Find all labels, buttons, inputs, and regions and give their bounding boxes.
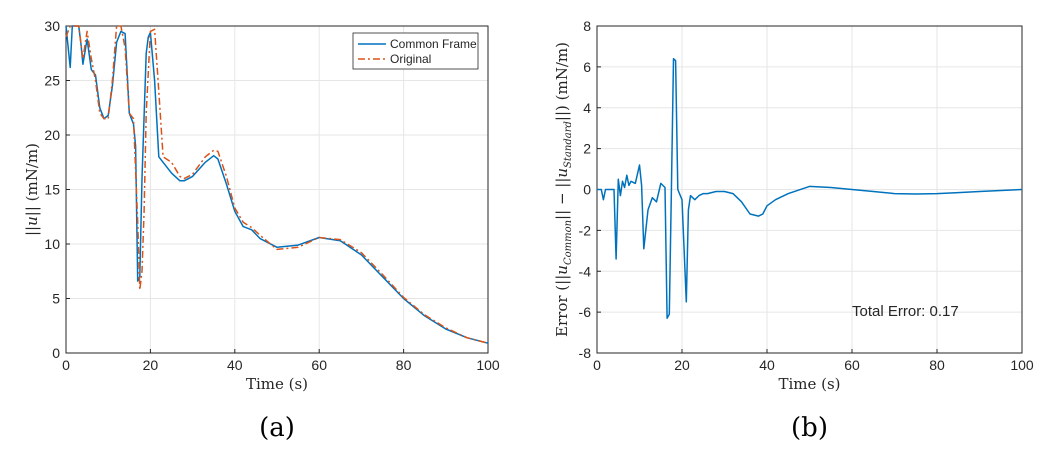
charta-y-tick-label: 10 [44, 236, 60, 252]
chartb-y-axis-label: Error (||uCommon|| − ||uStandard||) (mN/… [553, 42, 574, 337]
charta-legend-label: Common Frame [390, 37, 477, 51]
charta-panel-label: (a) [259, 413, 295, 443]
chartb-x-tick-label: 40 [759, 357, 775, 373]
charta-y-tick-label: 20 [44, 127, 60, 143]
chartb-y-tick-label: 2 [583, 141, 591, 157]
chartb-x-tick-label: 80 [929, 357, 945, 373]
chartb-y-tick-label: -2 [579, 222, 592, 238]
chartb-y-tick-label: -8 [579, 345, 592, 361]
chartb-x-tick-label: 100 [1010, 357, 1034, 373]
chartb-y-tick-label: 4 [583, 100, 591, 116]
chartb-panel-label: (b) [791, 413, 828, 443]
chartb-y-tick-label: 8 [583, 18, 591, 34]
chart-a: 0 20 40 60 80 100 0 5 10 15 20 25 30 Time (s) (a) ||u||… [23, 18, 500, 443]
chartb-y-tick-label: 0 [583, 182, 591, 198]
chartb-y-tick-label: -4 [579, 263, 592, 279]
chartb-series-line-0 [597, 57, 1023, 320]
chartb-annotation-total-error: Total Error: 0.17 [852, 303, 959, 320]
charta-x-tick-label: 60 [311, 357, 327, 373]
charta-series-line-original [65, 25, 489, 344]
chartb-y-tick-label: 6 [583, 59, 591, 75]
charta-legend-box [352, 32, 479, 70]
chartb-x-tick-label: 0 [593, 357, 601, 373]
charta-x-tick-label: 0 [62, 357, 70, 373]
charta-legend-label: Original [390, 52, 431, 66]
charta-x-axis-label: Time (s) [246, 375, 308, 393]
charta-series-line-common-frame [65, 25, 489, 344]
charta-y-tick-label: 30 [44, 18, 60, 34]
charta-x-tick-label: 80 [396, 357, 412, 373]
charta-x-tick-label: 20 [143, 357, 159, 373]
chartb-x-tick-label: 20 [674, 357, 690, 373]
chart-b: 0 20 40 60 80 100 -8 -6 -4 -2 0 2 4 6 8 Time (s) (b) Erro… [553, 18, 1034, 443]
charta-y-tick-label: 15 [44, 182, 60, 198]
charta-y-tick-label: 25 [44, 73, 60, 89]
chartb-x-axis-label: Time (s) [778, 375, 840, 393]
charta-y-tick-label: 5 [52, 291, 60, 307]
chartb-x-tick-label: 60 [844, 357, 860, 373]
chartb-y-tick-label: -6 [579, 304, 592, 320]
charta-y-axis-label: ||u|| (mN/m) [23, 143, 41, 236]
charta-x-tick-label: 40 [227, 357, 243, 373]
charta-x-tick-label: 100 [476, 357, 500, 373]
charta-y-tick-label: 0 [52, 345, 60, 361]
